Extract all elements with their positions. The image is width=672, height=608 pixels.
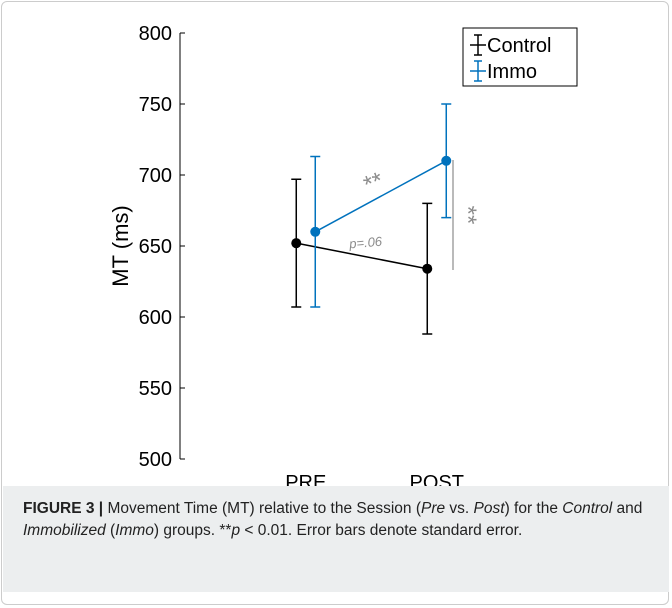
y-tick-label: 800 bbox=[139, 23, 172, 45]
legend-box bbox=[462, 27, 578, 87]
y-tick-label: 750 bbox=[139, 94, 172, 116]
annotation: p=.06 bbox=[348, 234, 384, 252]
y-tick-label: 550 bbox=[139, 378, 172, 400]
caption-label: FIGURE 3 | bbox=[23, 500, 104, 517]
series-line bbox=[314, 160, 447, 233]
y-tick-label: 700 bbox=[139, 165, 172, 187]
point bbox=[422, 263, 433, 274]
caption-text: < 0.01. Error bars denote standard error… bbox=[240, 522, 523, 539]
point bbox=[441, 155, 452, 166]
caption-text: Post bbox=[473, 500, 505, 517]
caption-text: ) groups. ** bbox=[153, 522, 232, 539]
caption: FIGURE 3 | Movement Time (MT) relative t… bbox=[3, 486, 669, 592]
legend-marker bbox=[470, 60, 486, 82]
series-line bbox=[296, 242, 428, 270]
caption-text: Immobilized bbox=[23, 522, 106, 539]
caption-text: Movement Time (MT) relative to the Sessi… bbox=[107, 500, 421, 517]
caption-text: ) for the bbox=[504, 500, 563, 517]
point bbox=[310, 226, 321, 237]
y-tick-label: 650 bbox=[139, 236, 172, 258]
y-tick-label: 600 bbox=[139, 307, 172, 329]
caption-text: Pre bbox=[421, 500, 446, 517]
caption-text: Immo bbox=[115, 522, 154, 539]
caption-text: and bbox=[612, 500, 643, 517]
legend-marker bbox=[470, 34, 486, 56]
point bbox=[291, 238, 302, 249]
y-tick-label: 500 bbox=[139, 449, 172, 471]
caption-text: Control bbox=[562, 500, 613, 517]
legend-label: Immo bbox=[487, 61, 537, 83]
caption-text: p bbox=[231, 522, 241, 539]
caption-text: ( bbox=[105, 522, 116, 539]
caption-text: vs. bbox=[445, 500, 474, 517]
annotation: ** bbox=[360, 167, 387, 199]
legend-label: Control bbox=[487, 35, 551, 57]
annotation: ** bbox=[454, 206, 481, 225]
y-axis-label: MT (ms) bbox=[108, 205, 133, 286]
